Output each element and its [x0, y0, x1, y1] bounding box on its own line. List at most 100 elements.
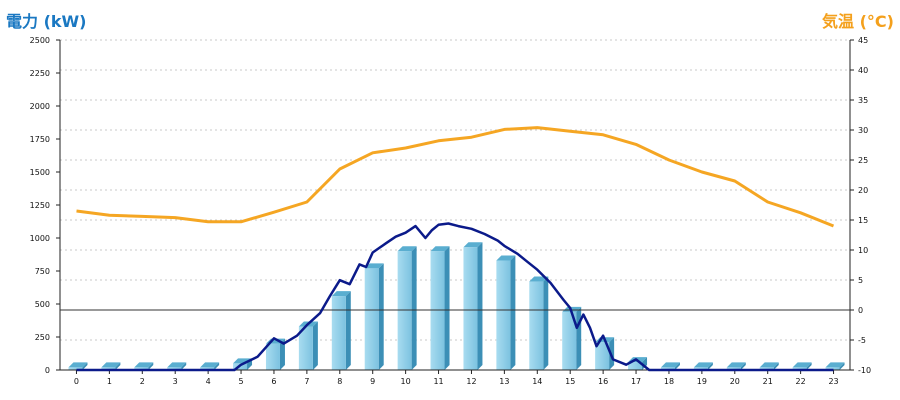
- power-bar-side: [444, 246, 450, 370]
- left-tick-label: 500: [35, 300, 50, 309]
- right-tick-label: -10: [858, 366, 871, 375]
- power-bar: [726, 362, 746, 370]
- power-bar-top: [68, 362, 88, 368]
- power-bar-side: [477, 242, 483, 370]
- left-tick-label: 2250: [30, 69, 50, 78]
- power-bar-top: [134, 362, 154, 368]
- right-tick-label: 40: [858, 66, 868, 75]
- left-tick-label: 1000: [30, 234, 50, 243]
- x-tick-label: 5: [238, 377, 243, 386]
- power-bar-top: [529, 276, 549, 282]
- power-bar: [167, 362, 187, 370]
- power-bar: [825, 362, 845, 370]
- power-bar-front: [595, 342, 610, 370]
- x-tick-label: 10: [401, 377, 411, 386]
- power-bar-front: [562, 311, 577, 370]
- power-bar-side: [411, 246, 417, 370]
- power-bar-top: [397, 246, 417, 252]
- power-bar-front: [298, 326, 313, 370]
- power-bar: [101, 362, 121, 370]
- power-bar-front: [693, 367, 708, 370]
- power-bar-front: [68, 367, 83, 370]
- x-tick-label: 18: [664, 377, 674, 386]
- power-bar: [759, 362, 779, 370]
- x-tick-label: 20: [730, 377, 740, 386]
- power-bar-front: [101, 367, 116, 370]
- power-bar-top: [792, 362, 812, 368]
- x-tick-label: 7: [304, 377, 309, 386]
- power-bar-side: [214, 362, 220, 370]
- right-tick-label: 10: [858, 246, 868, 255]
- power-bar-front: [496, 260, 511, 370]
- power-bar: [693, 362, 713, 370]
- power-bar-front: [463, 247, 478, 370]
- left-tick-label: 750: [35, 267, 50, 276]
- left-tick-label: 250: [35, 333, 50, 342]
- x-tick-label: 2: [140, 377, 145, 386]
- power-bar: [68, 362, 88, 370]
- x-tick-label: 6: [271, 377, 276, 386]
- power-bar: [660, 362, 680, 370]
- power-bar-front: [265, 343, 280, 370]
- x-tick-label: 9: [370, 377, 375, 386]
- power-bar-top: [167, 362, 187, 368]
- x-tick-label: 14: [532, 377, 542, 386]
- power-bar-top: [496, 255, 516, 261]
- right-tick-label: 5: [858, 276, 863, 285]
- power-bar-front: [167, 367, 182, 370]
- x-tick-label: 4: [206, 377, 211, 386]
- x-tick-label: 15: [565, 377, 575, 386]
- power-bar: [298, 321, 318, 370]
- power-bar: [364, 263, 384, 370]
- x-tick-label: 0: [74, 377, 79, 386]
- power-bar-front: [397, 251, 412, 370]
- power-bar-side: [773, 362, 779, 370]
- x-tick-label: 13: [499, 377, 509, 386]
- power-bar-top: [759, 362, 779, 368]
- power-bar-side: [806, 362, 812, 370]
- power-line: [76, 222, 834, 372]
- right-tick-label: 45: [858, 36, 868, 45]
- power-bar-side: [378, 263, 384, 370]
- power-bar: [265, 338, 285, 370]
- power-bar-side: [576, 306, 582, 370]
- power-bar-front: [134, 367, 149, 370]
- power-bar-front: [628, 362, 643, 370]
- x-tick-label: 17: [631, 377, 641, 386]
- x-tick-label: 11: [433, 377, 443, 386]
- power-bar-front: [792, 367, 807, 370]
- x-tick-label: 12: [466, 377, 476, 386]
- power-bar: [200, 362, 220, 370]
- power-bar-top: [693, 362, 713, 368]
- x-tick-label: 23: [828, 377, 838, 386]
- power-bar-side: [707, 362, 713, 370]
- power-bar: [134, 362, 154, 370]
- power-bar-side: [82, 362, 88, 370]
- power-bar-side: [279, 338, 285, 370]
- x-tick-label: 21: [763, 377, 773, 386]
- x-tick-label: 16: [598, 377, 608, 386]
- power-bar-front: [331, 296, 346, 370]
- x-tick-label: 19: [697, 377, 707, 386]
- power-bar-front: [529, 281, 544, 370]
- power-bar-side: [839, 362, 845, 370]
- power-bar-side: [181, 362, 187, 370]
- power-bar-top: [364, 263, 384, 269]
- left-tick-label: 1500: [30, 168, 50, 177]
- right-tick-label: 30: [858, 126, 868, 135]
- right-tick-label: 35: [858, 96, 868, 105]
- power-bar-side: [345, 291, 351, 370]
- power-bar-front: [726, 367, 741, 370]
- right-tick-label: 0: [858, 306, 863, 315]
- left-axis-title: 電力 (kW): [6, 12, 87, 31]
- power-bar-top: [825, 362, 845, 368]
- power-bar: [792, 362, 812, 370]
- power-bar-side: [740, 362, 746, 370]
- x-tick-label: 8: [337, 377, 342, 386]
- power-bar-front: [364, 268, 379, 370]
- right-tick-label: 25: [858, 156, 868, 165]
- power-bar-side: [115, 362, 121, 370]
- power-bar-top: [101, 362, 121, 368]
- power-bar-side: [543, 276, 549, 370]
